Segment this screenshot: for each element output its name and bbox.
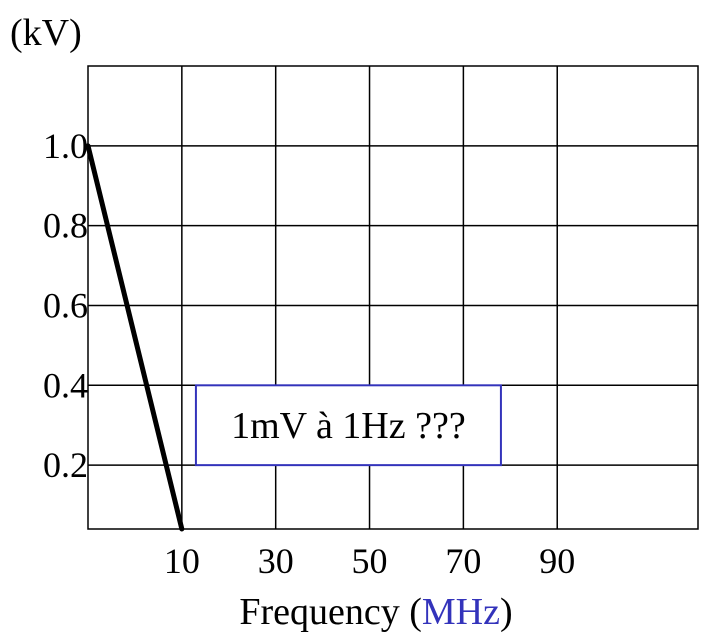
x-tick-labels: 10 30 50 70 90 bbox=[164, 541, 575, 581]
series-line-0 bbox=[85, 143, 185, 532]
x-tick-label-0: 10 bbox=[164, 541, 200, 581]
x-tick-label-1: 30 bbox=[258, 541, 294, 581]
annotation: 1mV à 1Hz ??? bbox=[194, 384, 502, 467]
y-tick-labels: 0.2 0.4 0.6 0.8 1.0 bbox=[43, 126, 88, 485]
y-tick-label-4: 1.0 bbox=[43, 126, 88, 166]
plot-frame bbox=[87, 65, 699, 530]
x-axis-title-suffix: ) bbox=[500, 591, 513, 633]
series-group bbox=[85, 143, 185, 532]
annotation-text: 1mV à 1Hz ??? bbox=[231, 405, 466, 447]
x-axis-title-prefix: Frequency ( bbox=[239, 591, 422, 633]
x-tick-label-4: 90 bbox=[539, 541, 575, 581]
y-tick-label-3: 0.8 bbox=[43, 206, 88, 246]
x-axis-title: Frequency (MHz) bbox=[239, 591, 512, 633]
y-tick-label-2: 0.6 bbox=[43, 285, 88, 325]
x-tick-label-3: 70 bbox=[445, 541, 481, 581]
annotation-box bbox=[194, 384, 502, 467]
x-tick-label-2: 50 bbox=[352, 541, 388, 581]
y-tick-label-1: 0.4 bbox=[43, 365, 88, 405]
y-axis-unit: (kV) bbox=[10, 12, 82, 54]
y-tick-label-0: 0.2 bbox=[43, 445, 88, 485]
x-axis-title-unit: MHz bbox=[422, 591, 500, 633]
